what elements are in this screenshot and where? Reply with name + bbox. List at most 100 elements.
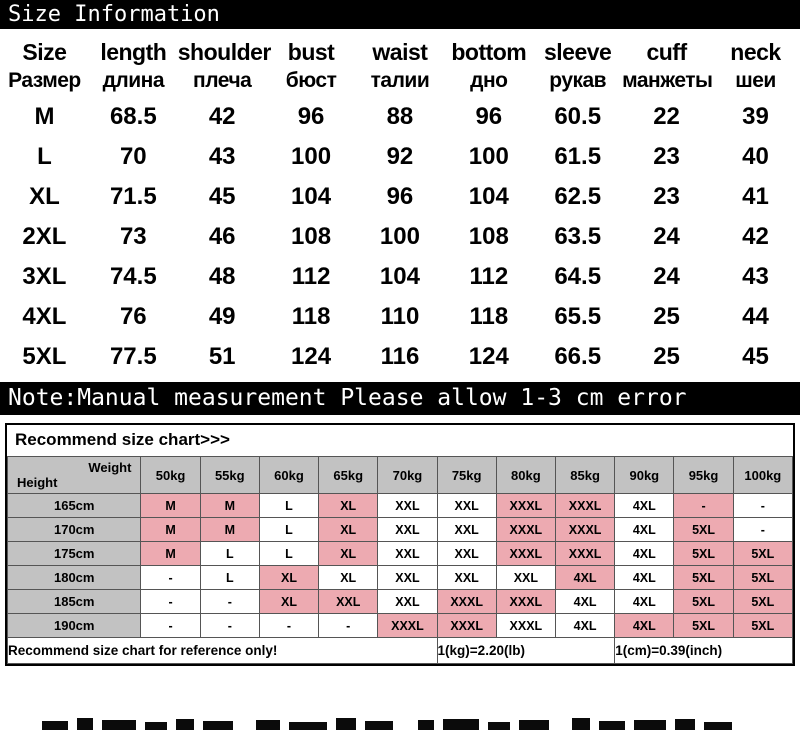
matrix-size-cell: XXXL <box>495 541 556 566</box>
size-table-cell: 112 <box>291 263 331 290</box>
size-table-cell: 74.5 <box>109 263 157 290</box>
matrix-size-cell: 5XL <box>673 613 734 638</box>
matrix-size-cell: XXL <box>377 541 438 566</box>
size-table-cell: 61.5 <box>554 143 602 170</box>
size-table-cell: 100 <box>468 143 509 170</box>
matrix-size-cell: XXL <box>436 517 497 542</box>
size-table-row: XL 71.5 45 104 96 104 62.5 23 41 <box>0 177 800 217</box>
size-table-cell: 108 <box>468 223 509 250</box>
size-table-cell: 45 <box>742 343 769 370</box>
size-table-cell: 25 <box>653 303 680 330</box>
size-table-cell: 48 <box>208 263 236 290</box>
recommend-size-chart: Weight Height 50kg 55kg 60kg 65kg 70kg 75kg 80… <box>6 456 794 664</box>
size-column-header: cuff манжеты <box>622 39 713 92</box>
size-table-cell: 23 <box>653 183 680 210</box>
size-table-cell: 60.5 <box>554 103 602 130</box>
matrix-size-cell: XXL <box>436 493 497 518</box>
size-table-cell: XL <box>29 183 60 210</box>
note-bar: Note:Manual measurement Please allow 1-3… <box>0 382 800 415</box>
weight-header-cell: 65kg <box>318 456 379 494</box>
matrix-size-cell: 4XL <box>554 589 616 614</box>
size-table-cell: 41 <box>742 183 769 210</box>
size-table-cell: 108 <box>291 223 332 250</box>
size-table-cell: 42 <box>742 223 769 250</box>
size-table-cell: 100 <box>291 143 332 170</box>
matrix-size-cell: XXXL <box>554 541 616 566</box>
matrix-size-cell: - <box>673 493 734 518</box>
reference-note: Recommend size chart for reference only! <box>7 637 438 664</box>
matrix-size-cell: XXXL <box>554 517 616 542</box>
matrix-size-cell: XXL <box>495 565 556 590</box>
matrix-size-cell: - <box>140 613 201 638</box>
matrix-size-cell: XXXL <box>436 613 497 638</box>
height-header-cell: 175cm <box>6 541 142 566</box>
matrix-size-cell: 5XL <box>732 589 794 614</box>
size-column-header: Size Размер <box>8 39 81 92</box>
matrix-size-cell: XL <box>318 541 379 566</box>
size-table-cell: 118 <box>291 303 331 330</box>
size-table-cell: 112 <box>469 263 509 290</box>
size-table-cell: 65.5 <box>554 303 602 330</box>
matrix-size-cell: XXXL <box>495 517 556 542</box>
size-table-cell: 25 <box>653 343 680 370</box>
size-table-cell: 71.5 <box>109 183 157 210</box>
height-header-cell: 170cm <box>6 517 142 542</box>
matrix-size-cell: XL <box>258 565 320 590</box>
size-table-cell: 110 <box>380 303 420 330</box>
matrix-size-cell: XXL <box>377 565 438 590</box>
size-table-cell: 66.5 <box>554 343 602 370</box>
matrix-size-cell: - <box>199 613 260 638</box>
matrix-size-cell: XXL <box>377 589 438 614</box>
size-table-cell: M <box>34 103 55 130</box>
matrix-size-cell: 5XL <box>732 541 794 566</box>
size-table-header-row: Size Размер length длина shoulder плеча bust бю… <box>0 33 800 97</box>
size-column-header: bottom дно <box>451 39 527 92</box>
size-table-cell: 46 <box>208 223 236 250</box>
height-header-cell: 185cm <box>6 589 142 614</box>
matrix-size-cell: M <box>140 517 201 542</box>
matrix-row: 165cm M M L XL XXL XXL XXXL XXXL 4XL - - <box>6 493 794 518</box>
size-table-cell: 100 <box>379 223 420 250</box>
matrix-size-cell: - <box>140 589 201 614</box>
matrix-size-cell: XXL <box>377 493 438 518</box>
weight-header-cell: 90kg <box>614 456 675 494</box>
size-table-cell: 118 <box>469 303 509 330</box>
size-table-cell: 116 <box>380 343 420 370</box>
size-table-row: 2XL 73 46 108 100 108 63.5 24 42 <box>0 217 800 257</box>
matrix-size-cell: XXL <box>436 565 497 590</box>
weight-header-cell: 75kg <box>436 456 497 494</box>
size-table-cell: 96 <box>386 183 414 210</box>
size-table-cell: 2XL <box>22 223 67 250</box>
size-table-cell: 51 <box>208 343 236 370</box>
size-table-cell: L <box>37 143 52 170</box>
matrix-size-cell: M <box>199 517 260 542</box>
size-table-cell: 124 <box>468 343 509 370</box>
matrix-size-cell: - <box>732 517 794 542</box>
size-table-cell: 5XL <box>22 343 67 370</box>
matrix-row: 180cm - L XL XL XXL XXL XXL 4XL 4XL 5XL 5XL <box>6 565 794 590</box>
size-table-cell: 43 <box>742 263 769 290</box>
size-table-cell: 68.5 <box>109 103 157 130</box>
matrix-size-cell: XXL <box>377 517 438 542</box>
size-table-cell: 96 <box>475 103 503 130</box>
weight-header-cell: 70kg <box>377 456 438 494</box>
size-table-cell: 77.5 <box>109 343 157 370</box>
matrix-size-cell: L <box>199 541 260 566</box>
matrix-size-cell: XXXL <box>377 613 438 638</box>
weight-header-cell: 95kg <box>673 456 734 494</box>
weight-header-cell: 100kg <box>732 456 794 494</box>
size-column-header: waist талии <box>370 39 430 92</box>
matrix-size-cell: M <box>199 493 260 518</box>
weight-header-cell: 55kg <box>199 456 260 494</box>
matrix-size-cell: M <box>140 541 201 566</box>
size-table-cell: 45 <box>208 183 236 210</box>
matrix-row: 185cm - - XL XXL XXL XXXL XXXL 4XL 4XL 5XL 5XL <box>6 589 794 614</box>
matrix-size-cell: 5XL <box>732 565 794 590</box>
matrix-size-cell: XXXL <box>436 589 497 614</box>
matrix-size-cell: 4XL <box>614 541 675 566</box>
size-table-cell: 70 <box>119 143 147 170</box>
matrix-size-cell: L <box>258 517 320 542</box>
cm-conversion: 1(cm)=0.39(inch) <box>614 637 793 664</box>
weight-label: Weight <box>88 460 132 475</box>
matrix-size-cell: XXL <box>318 589 379 614</box>
